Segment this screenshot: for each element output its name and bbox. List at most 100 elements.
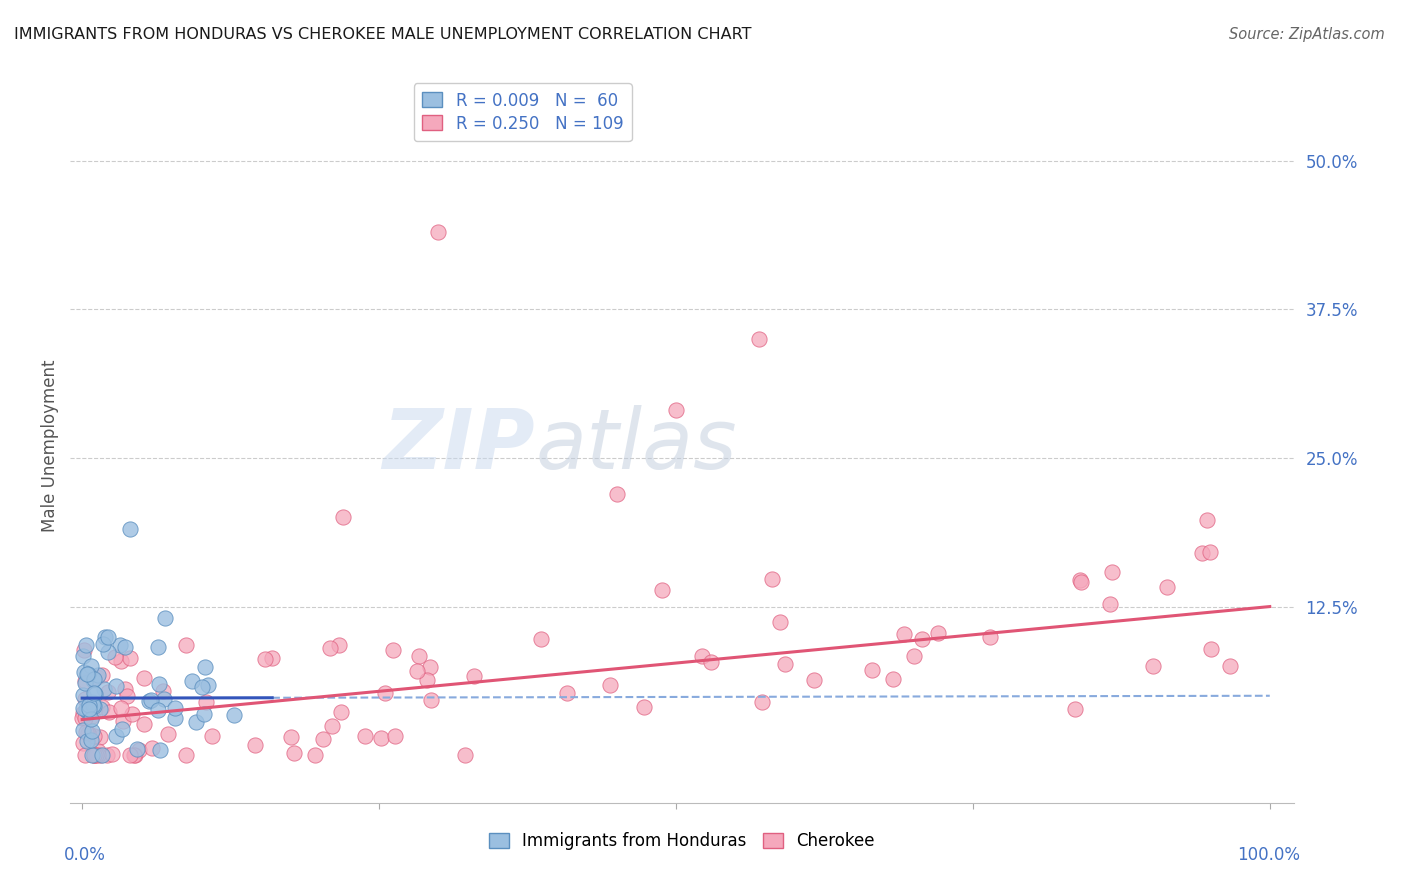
Point: [91, 668, 114, 682]
Point: [98, 705, 121, 719]
Point: [118, 522, 141, 536]
Point: [146, 640, 169, 655]
Point: [201, 729, 224, 743]
Text: 0.0%: 0.0%: [65, 846, 105, 863]
Point: [332, 510, 354, 524]
Point: [141, 740, 163, 755]
Point: [927, 626, 949, 640]
Point: [89, 702, 111, 716]
Point: [83, 748, 105, 763]
Point: [690, 649, 713, 664]
Point: [454, 748, 477, 763]
Point: [83, 748, 105, 763]
Point: [328, 638, 350, 652]
Point: [152, 684, 174, 698]
Point: [93, 682, 115, 697]
Point: [1156, 580, 1178, 594]
Point: [100, 747, 122, 761]
Text: Source: ZipAtlas.com: Source: ZipAtlas.com: [1229, 27, 1385, 42]
Point: [153, 691, 176, 706]
Point: [699, 655, 721, 669]
Point: [110, 700, 132, 714]
Point: [319, 640, 342, 655]
Point: [118, 651, 141, 665]
Point: [194, 694, 217, 708]
Point: [75, 711, 97, 725]
Point: [141, 693, 163, 707]
Point: [114, 682, 136, 697]
Point: [893, 626, 915, 640]
Point: [97, 645, 120, 659]
Point: [803, 673, 825, 687]
Point: [105, 729, 128, 743]
Point: [84, 748, 107, 763]
Point: [121, 707, 143, 722]
Point: [1199, 642, 1222, 657]
Point: [174, 638, 197, 652]
Point: [312, 731, 335, 746]
Point: [82, 673, 104, 688]
Point: [321, 719, 343, 733]
Point: [1101, 566, 1123, 580]
Point: [354, 729, 377, 743]
Point: [104, 650, 127, 665]
Point: [112, 714, 135, 728]
Point: [651, 582, 673, 597]
Point: [633, 700, 655, 714]
Point: [146, 703, 169, 717]
Point: [82, 698, 104, 712]
Point: [1219, 658, 1241, 673]
Point: [665, 403, 688, 417]
Point: [1191, 546, 1213, 560]
Point: [114, 640, 136, 654]
Point: [80, 712, 103, 726]
Point: [530, 632, 553, 647]
Point: [138, 694, 160, 708]
Point: [1069, 573, 1091, 587]
Point: [75, 748, 97, 763]
Point: [91, 636, 114, 650]
Point: [253, 652, 276, 666]
Point: [122, 747, 145, 762]
Point: [75, 676, 97, 690]
Point: [157, 727, 180, 741]
Point: [87, 667, 110, 681]
Text: ZIP: ZIP: [382, 406, 536, 486]
Point: [83, 685, 105, 699]
Y-axis label: Male Unemployment: Male Unemployment: [41, 359, 59, 533]
Point: [419, 659, 441, 673]
Point: [260, 650, 283, 665]
Point: [115, 689, 138, 703]
Point: [163, 701, 186, 715]
Point: [77, 726, 100, 740]
Point: [194, 660, 217, 674]
Point: [384, 729, 406, 743]
Point: [84, 687, 107, 701]
Text: atlas: atlas: [536, 406, 737, 486]
Point: [408, 649, 430, 664]
Point: [76, 667, 98, 681]
Point: [381, 642, 404, 657]
Point: [83, 672, 105, 686]
Point: [370, 731, 392, 746]
Point: [105, 679, 128, 693]
Point: [773, 657, 796, 671]
Point: [125, 742, 148, 756]
Point: [110, 654, 132, 668]
Point: [72, 701, 94, 715]
Point: [420, 693, 443, 707]
Point: [72, 706, 94, 720]
Point: [76, 667, 98, 681]
Point: [90, 699, 112, 714]
Point: [75, 702, 97, 716]
Point: [606, 486, 628, 500]
Point: [80, 659, 103, 673]
Point: [283, 746, 305, 760]
Point: [149, 742, 172, 756]
Point: [1142, 659, 1164, 673]
Point: [94, 631, 117, 645]
Point: [72, 688, 94, 702]
Point: [83, 698, 105, 713]
Point: [128, 743, 150, 757]
Text: 100.0%: 100.0%: [1237, 846, 1299, 863]
